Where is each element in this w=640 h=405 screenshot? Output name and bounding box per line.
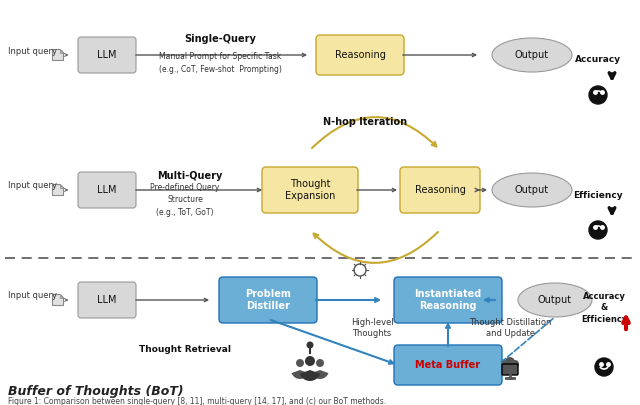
Text: Accuracy: Accuracy	[575, 55, 621, 64]
Wedge shape	[312, 370, 328, 379]
Text: Buffer of Thoughts (BoT): Buffer of Thoughts (BoT)	[8, 386, 184, 399]
Ellipse shape	[492, 38, 572, 72]
Text: Figure 1: Comparison between single-query [8, 11], multi-query [14, 17], and (c): Figure 1: Comparison between single-quer…	[8, 397, 386, 405]
FancyBboxPatch shape	[262, 167, 358, 213]
Ellipse shape	[518, 283, 592, 317]
Circle shape	[595, 358, 613, 376]
Text: Pre-defined Query
Structure
(e.g., ToT, GoT): Pre-defined Query Structure (e.g., ToT, …	[150, 183, 220, 217]
FancyBboxPatch shape	[78, 172, 136, 208]
Text: Manual Prompt for Specific Task
(e.g., CoT, Few-shot  Prompting): Manual Prompt for Specific Task (e.g., C…	[159, 52, 282, 74]
Circle shape	[505, 357, 515, 367]
Polygon shape	[52, 185, 63, 196]
FancyBboxPatch shape	[394, 345, 502, 385]
Text: Single-Query: Single-Query	[184, 34, 256, 44]
Polygon shape	[52, 294, 63, 305]
Circle shape	[296, 359, 304, 367]
FancyBboxPatch shape	[78, 37, 136, 73]
Text: Input query: Input query	[8, 47, 57, 55]
Text: Output: Output	[515, 50, 549, 60]
FancyBboxPatch shape	[316, 35, 404, 75]
Text: LLM: LLM	[97, 295, 116, 305]
Circle shape	[589, 221, 607, 239]
Text: Output: Output	[515, 185, 549, 195]
Polygon shape	[60, 294, 63, 298]
Ellipse shape	[492, 173, 572, 207]
Circle shape	[305, 356, 315, 366]
Circle shape	[511, 360, 519, 368]
Polygon shape	[52, 49, 63, 60]
Text: Input query: Input query	[8, 181, 57, 190]
Text: Instantiated
Reasoning: Instantiated Reasoning	[414, 289, 482, 311]
Text: Reasoning: Reasoning	[335, 50, 385, 60]
Text: LLM: LLM	[97, 185, 116, 195]
FancyBboxPatch shape	[394, 277, 502, 323]
Wedge shape	[300, 370, 321, 381]
Text: Meta Buffer: Meta Buffer	[415, 360, 481, 370]
Text: N-hop Iteration: N-hop Iteration	[323, 117, 407, 127]
Text: Efficiency: Efficiency	[573, 190, 623, 200]
Wedge shape	[292, 370, 308, 379]
Text: Thought Retrieval: Thought Retrieval	[139, 345, 231, 354]
FancyBboxPatch shape	[219, 277, 317, 323]
Circle shape	[589, 86, 607, 104]
Text: High-level
Thoughts: High-level Thoughts	[351, 318, 394, 339]
Text: Accuracy
&
Efficiency: Accuracy & Efficiency	[581, 292, 627, 324]
FancyBboxPatch shape	[502, 364, 518, 375]
Text: Input query: Input query	[8, 292, 57, 301]
FancyBboxPatch shape	[78, 282, 136, 318]
Text: Thought Distillation
and Update: Thought Distillation and Update	[469, 318, 551, 339]
Text: Multi-Query: Multi-Query	[157, 171, 223, 181]
Text: Thought
Expansion: Thought Expansion	[285, 179, 335, 201]
FancyBboxPatch shape	[400, 167, 480, 213]
Polygon shape	[60, 49, 63, 53]
Text: Output: Output	[538, 295, 572, 305]
Text: Problem
Distiller: Problem Distiller	[245, 289, 291, 311]
Polygon shape	[60, 185, 63, 188]
Text: Reasoning: Reasoning	[415, 185, 465, 195]
Circle shape	[316, 359, 324, 367]
Circle shape	[307, 341, 314, 348]
Text: LLM: LLM	[97, 50, 116, 60]
Circle shape	[502, 360, 510, 368]
